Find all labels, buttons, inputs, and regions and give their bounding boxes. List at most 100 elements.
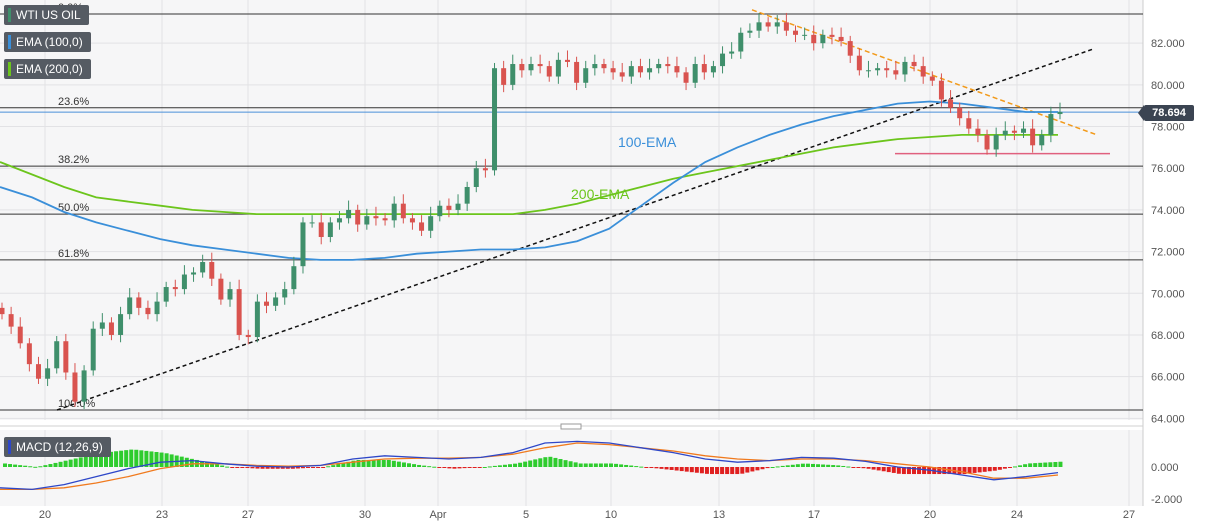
macd-histogram-bar [805,463,810,467]
candle-body [519,64,525,71]
macd-histogram-bar [265,467,270,469]
macd-histogram-bar [957,467,962,475]
macd-histogram-bar [1053,461,1058,467]
ema200-legend[interactable]: EMA (200,0) [4,59,91,79]
macd-histogram-bar [987,467,992,472]
symbol-legend[interactable]: WTI US OIL [4,5,89,25]
rising-trend-line [56,48,1093,411]
macd-histogram-bar [639,466,644,468]
macd-histogram-bar [694,467,699,473]
macd-histogram-bar [306,467,310,468]
macd-histogram-bar [1002,467,1007,469]
y-tick-label: 78.000 [1151,122,1185,134]
macd-histogram-bar [558,459,563,467]
last-price-tag: 78.694 [1138,105,1194,121]
candle-body [200,262,206,273]
ema100-swatch [8,35,11,49]
macd-histogram-bar [901,467,906,475]
macd-histogram-bar [270,467,275,469]
macd-histogram-bar [598,463,603,467]
candle-body [1002,130,1008,135]
candle-body [318,222,324,238]
macd-histogram-bar [63,460,68,467]
y-tick-label: 64.000 [1151,413,1185,425]
macd-histogram-bar [275,467,280,469]
candle-body [81,370,87,402]
candle-body [282,289,288,298]
macd-histogram-bar [104,452,108,467]
candle-body [291,266,297,290]
candle-body [674,66,680,73]
x-tick-label: 27 [242,509,254,521]
macd-histogram-bar [583,463,588,467]
macd-histogram-bar [260,467,265,469]
macd-histogram-bar [876,467,881,471]
candle-body [537,64,543,67]
x-tick-label: 30 [359,509,371,521]
candle-body [1039,134,1045,146]
macd-histogram-bar [23,465,28,467]
macd-histogram-bar [386,459,391,467]
macd-histogram-bar [1038,462,1043,467]
macd-histogram-bar [376,459,381,467]
macd-histogram-bar [38,466,43,468]
candle-body [720,53,726,67]
candle-body [63,341,69,373]
falling-trend-line [751,9,1098,136]
candle-body [373,216,379,219]
candle-body [382,218,388,221]
macd-histogram-bar [144,450,149,467]
candle-body [656,64,662,69]
macd-histogram-bar [119,450,124,467]
macd-histogram-bar [255,467,260,469]
macd-histogram-bar [477,467,482,468]
pane-resize-handle [560,423,582,430]
macd-histogram-bar [341,462,346,467]
macd-histogram-bar [846,466,851,468]
candle-body [929,76,935,81]
candle-body [254,301,260,338]
macd-histogram-bar [371,459,376,467]
candle-body [911,61,917,67]
candle-body [948,99,954,108]
macd-histogram-bar [154,451,159,467]
macd-histogram-bar [689,467,694,473]
macd-histogram-bar [134,449,139,467]
macd-histogram-bar [790,464,795,467]
ema200-line [0,133,1058,216]
candle-body [145,307,151,315]
macd-histogram-bar [53,462,58,467]
candle-body [227,289,233,300]
macd-swatch [8,440,11,454]
candle-body [309,222,315,224]
fib-level-label: 38.2% [58,154,89,166]
ema100-legend[interactable]: EMA (100,0) [4,32,91,52]
macd-histogram-bar [321,467,326,468]
macd-histogram-bar [361,459,366,467]
candle-body [957,107,963,119]
macd-legend[interactable]: MACD (12,26,9) [4,437,111,457]
macd-histogram-bar [326,466,331,468]
candle-body [820,34,826,44]
macd-histogram-bar [250,467,255,469]
macd-histogram-bar [619,464,624,467]
candle-body [245,334,251,338]
candle-body [710,66,716,73]
candle-body [90,328,96,371]
macd-histogram-bar [538,458,543,467]
macd-histogram-bar [821,464,826,467]
candle-body [574,61,580,83]
macd-histogram-bar [593,463,598,467]
macd-histogram-bar [432,466,437,468]
candle-body [966,118,972,129]
candle-body [865,70,871,72]
macd-histogram-bar [18,465,23,467]
macd-histogram-bar [800,463,805,467]
macd-histogram-bar [295,467,300,469]
macd-histogram-bar [215,464,220,467]
macd-histogram-bar [912,467,916,475]
x-tick-label: 5 [523,509,529,521]
macd-histogram-bar [290,467,295,469]
ema200-label: EMA (200,0) [16,62,83,76]
